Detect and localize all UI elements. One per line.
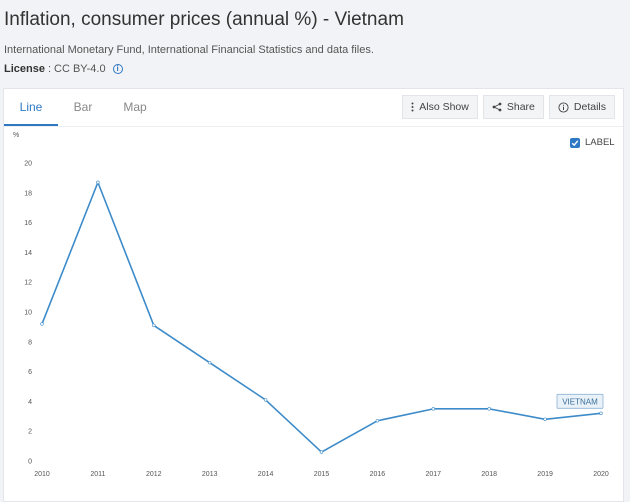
- data-point: [599, 411, 603, 416]
- series-label: VIETNAM: [562, 397, 598, 406]
- data-point: [543, 417, 547, 421]
- y-tick-label: 6: [28, 369, 32, 376]
- details-button[interactable]: Details: [548, 95, 615, 119]
- also-show-button[interactable]: Also Show: [402, 95, 478, 119]
- data-point: [208, 360, 212, 365]
- x-tick-label: 2016: [370, 471, 386, 478]
- share-icon: [492, 102, 502, 112]
- x-tick-label: 2018: [481, 471, 497, 478]
- more-vertical-icon: [411, 102, 414, 112]
- share-button[interactable]: Share: [482, 95, 544, 119]
- x-tick-label: 2012: [146, 471, 162, 478]
- source-text: International Monetary Fund, Internation…: [4, 44, 374, 56]
- tab-map[interactable]: Map: [123, 99, 147, 114]
- data-point: [375, 419, 380, 423]
- x-tick-label: 2017: [426, 471, 442, 478]
- y-tick-label: 16: [24, 220, 32, 227]
- series-line-vietnam: [41, 181, 602, 453]
- y-tick-label: 0: [28, 459, 32, 466]
- x-tick-label: 2020: [593, 471, 609, 478]
- label-checkbox[interactable]: [570, 137, 580, 148]
- license-separator: :: [47, 63, 52, 75]
- label-toggle[interactable]: LABEL: [570, 137, 615, 148]
- tab-bar[interactable]: Bar: [73, 99, 93, 114]
- chart-toolbar: Also Show Share Details: [402, 95, 615, 119]
- label-toggle-text: LABEL: [585, 137, 615, 148]
- x-tick-label: 2014: [258, 471, 274, 478]
- x-tick-label: 2013: [202, 471, 218, 478]
- page-title: Inflation, consumer prices (annual %) - …: [4, 9, 404, 30]
- x-tick-label: 2019: [537, 471, 553, 478]
- check-icon: [571, 139, 579, 146]
- y-axis-unit: %: [13, 132, 19, 139]
- info-icon[interactable]: i: [112, 64, 123, 74]
- x-tick-label: 2015: [314, 471, 330, 478]
- y-tick-label: 8: [28, 339, 32, 346]
- x-tick-label: 2010: [34, 471, 50, 478]
- also-show-label: Also Show: [419, 101, 469, 113]
- y-tick-label: 12: [24, 280, 32, 287]
- tab-line[interactable]: Line: [4, 89, 58, 126]
- share-label: Share: [506, 101, 535, 113]
- x-tick-label: 2011: [90, 471, 105, 478]
- series-label-box: [556, 393, 604, 409]
- details-label: Details: [573, 101, 606, 113]
- y-tick-label: 20: [24, 161, 32, 168]
- data-point: [431, 407, 435, 411]
- chart-type-tabs: Line Bar Map: [4, 89, 162, 126]
- line-chart: % 0 2 4 6 8 10 12 14 16 18 20 2010 2011 2012 2013 2014 20…: [13, 132, 609, 478]
- info-circle-icon: [558, 101, 569, 113]
- data-point: [152, 323, 156, 328]
- data-point: [263, 398, 268, 402]
- license-line: License : CC BY-4.0 i: [4, 63, 123, 75]
- y-tick-label: 2: [28, 429, 32, 436]
- license-value: CC BY-4.0: [54, 63, 106, 75]
- license-label: License: [4, 63, 45, 75]
- y-tick-label: 10: [24, 310, 32, 317]
- y-tick-label: 4: [28, 399, 32, 406]
- data-point: [40, 322, 44, 326]
- chart-card: Line Bar Map Also Show Share Details: [3, 88, 624, 502]
- y-tick-label: 18: [24, 190, 32, 197]
- y-tick-label: 14: [24, 250, 32, 257]
- data-point: [487, 407, 491, 411]
- data-point: [319, 450, 324, 454]
- tabs-divider: [4, 126, 623, 127]
- data-point: [96, 180, 100, 185]
